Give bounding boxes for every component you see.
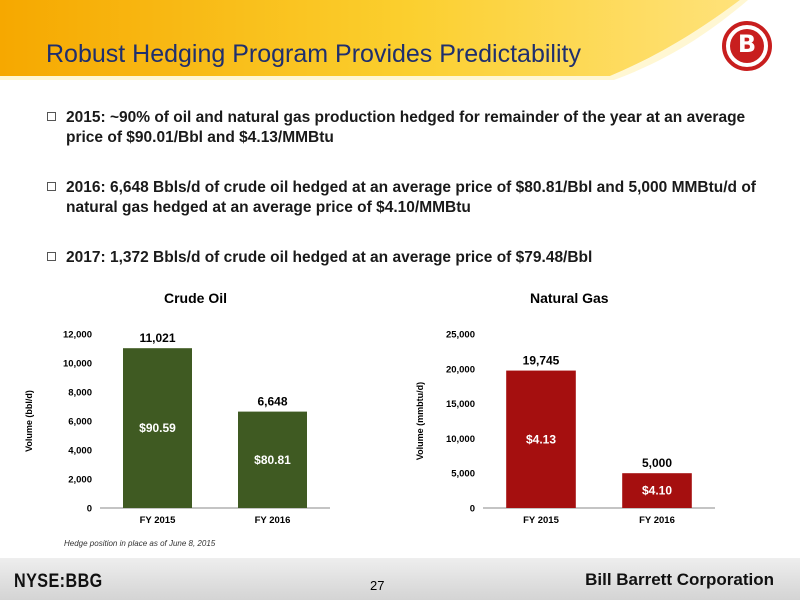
bullet-text: 2017: 1,372 Bbls/d of crude oil hedged a…: [66, 249, 593, 266]
y-tick-label: 10,000: [63, 359, 92, 370]
bullet-2015: 2015: ~90% of oil and natural gas produc…: [40, 108, 760, 148]
y-tick-label: 15,000: [446, 399, 475, 410]
x-tick-label: FY 2015: [140, 515, 176, 526]
y-tick-label: 6,000: [68, 417, 92, 428]
y-tick-label: 5,000: [451, 469, 475, 480]
y-axis-label: Volume (bbl/d): [24, 390, 34, 452]
crude-oil-chart-title: Crude Oil: [164, 290, 228, 306]
natural-gas-chart-title: Natural Gas: [530, 290, 609, 306]
y-tick-label: 8,000: [68, 388, 92, 399]
bar: [238, 411, 307, 508]
y-tick-label: 2,000: [68, 475, 92, 486]
header-swoosh: [0, 0, 772, 80]
page-title: Robust Hedging Program Provides Predicta…: [46, 40, 581, 68]
bar-price-label: $4.13: [526, 432, 556, 446]
y-tick-label: 0: [470, 504, 475, 515]
bar-value-label: 5,000: [642, 456, 672, 470]
bar-price-label: $90.59: [139, 421, 176, 435]
bullet-2016: 2016: 6,648 Bbls/d of crude oil hedged a…: [40, 178, 760, 218]
footer-bar: NYSE:BBG 27 Bill Barrett Corporation: [0, 558, 800, 600]
footnote: Hedge position in place as of June 8, 20…: [64, 539, 216, 548]
bar: [506, 370, 576, 508]
bullet-list: 2015: ~90% of oil and natural gas produc…: [40, 108, 760, 268]
y-tick-label: 25,000: [446, 330, 475, 341]
x-tick-label: FY 2016: [639, 515, 675, 526]
crude-oil-chart: Volume (bbl/d) 0 2,000 4,000 6,000 8,000 10,00…: [24, 330, 330, 526]
bar-value-label: 19,745: [523, 354, 560, 368]
checkbox-bullet-icon: [47, 112, 56, 121]
y-axis-label: Volume (mmbtu/d): [415, 382, 425, 460]
bullet-2017: 2017: 1,372 Bbls/d of crude oil hedged a…: [40, 248, 760, 268]
natural-gas-chart: Volume (mmbtu/d) 0 5,000 10,000 15,000 20,000…: [415, 330, 715, 526]
y-tick-label: 0: [87, 504, 92, 515]
bullet-text: 2016: 6,648 Bbls/d of crude oil hedged a…: [66, 179, 756, 216]
y-tick-label: 4,000: [68, 446, 92, 457]
page-number: 27: [370, 578, 385, 593]
company-name: Bill Barrett Corporation: [585, 570, 774, 589]
bar-value-label: 11,021: [139, 331, 175, 345]
x-tick-label: FY 2016: [255, 515, 291, 526]
header-banner: B Robust Hedging Program Provides Predic…: [0, 0, 800, 90]
bar: [622, 473, 692, 508]
bar-price-label: $80.81: [254, 453, 291, 467]
bullet-text: 2015: ~90% of oil and natural gas produc…: [66, 109, 746, 146]
checkbox-bullet-icon: [47, 252, 56, 261]
bar: [123, 348, 192, 508]
logo-letter: B: [737, 30, 757, 58]
y-tick-label: 20,000: [446, 364, 475, 375]
y-tick-label: 12,000: [63, 330, 92, 341]
checkbox-bullet-icon: [47, 182, 56, 191]
bar-price-label: $4.10: [642, 484, 672, 498]
ticker-symbol: NYSE:BBG: [14, 571, 103, 592]
y-tick-label: 10,000: [446, 434, 475, 445]
x-tick-label: FY 2015: [523, 515, 559, 526]
bar-value-label: 6,648: [257, 395, 287, 409]
